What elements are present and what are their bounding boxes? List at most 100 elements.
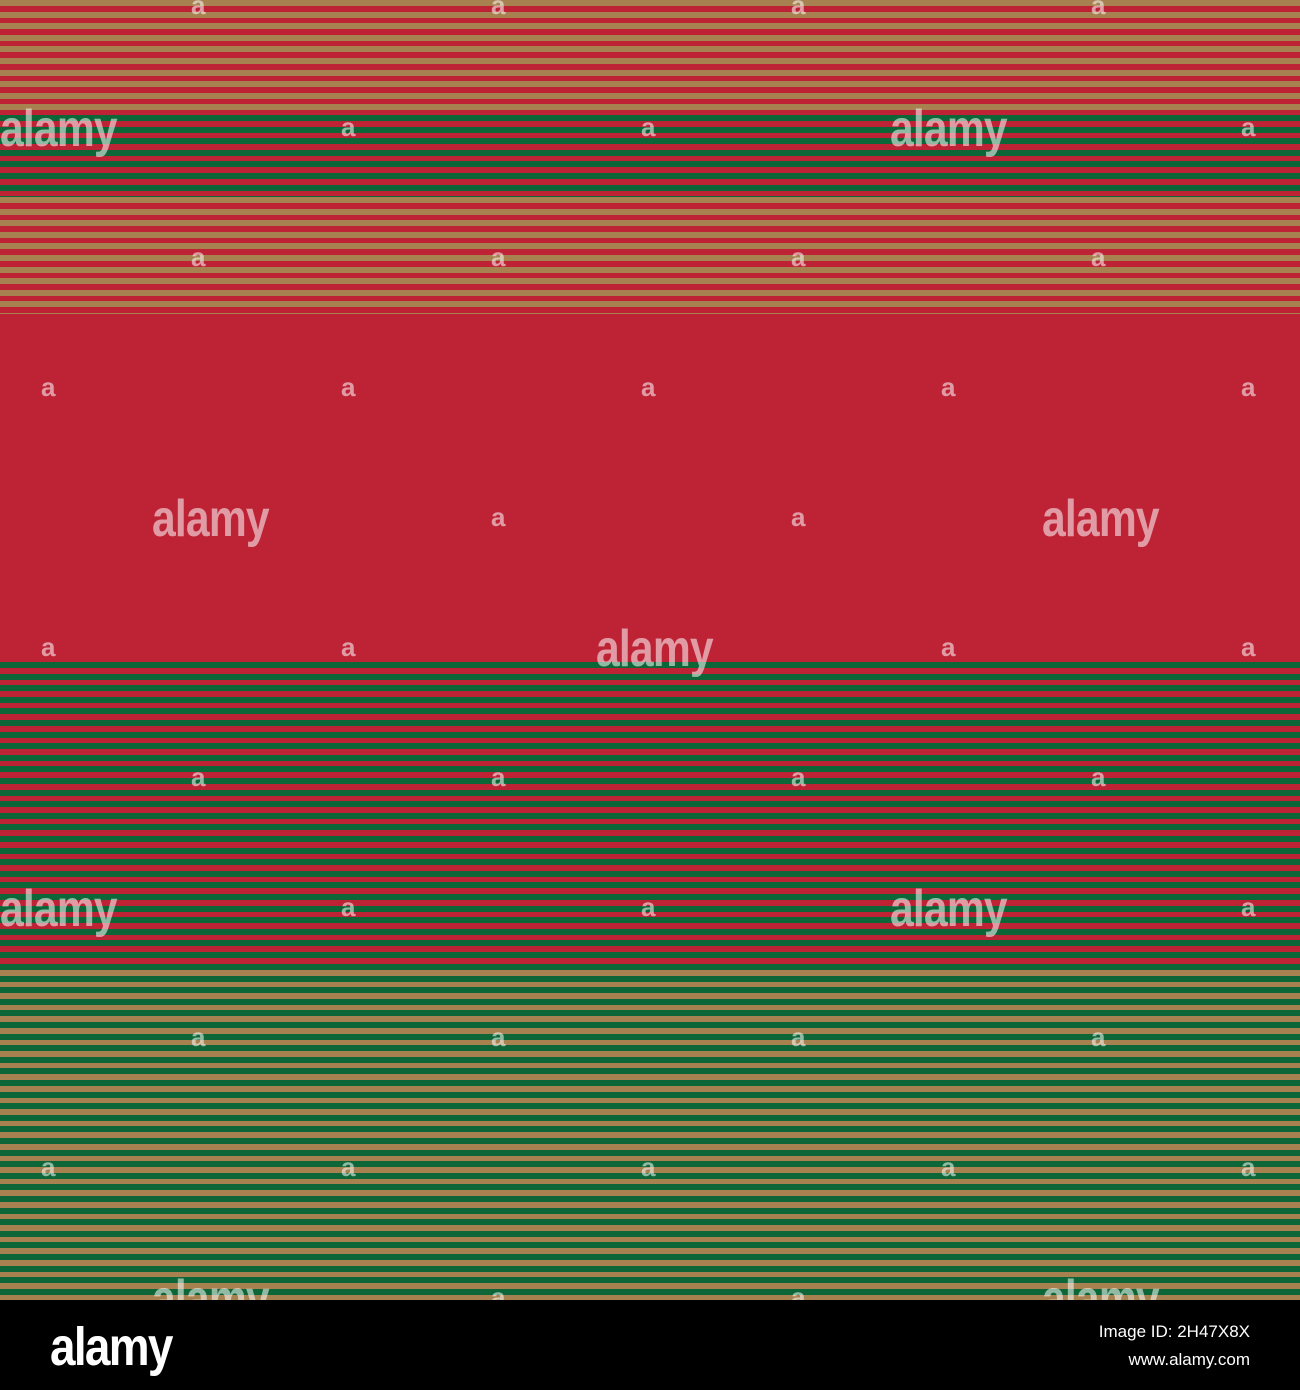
red-gold-band-middle-stripe: [0, 208, 1300, 215]
watermark-logo: alamy: [1042, 1270, 1160, 1300]
red-green-band-lower-stripe: [0, 917, 1300, 924]
red-green-band-lower-stripe: [0, 824, 1300, 831]
red-gold-band-middle-stripe: [0, 243, 1300, 250]
red-green-band-upper-stripe: [0, 149, 1300, 156]
red-gold-band-middle-stripe: [0, 255, 1300, 261]
stock-footer-bar: alamy Image ID: 2H47X8X www.alamy.com: [0, 1300, 1300, 1390]
watermark-mark: a: [191, 1022, 206, 1052]
red-green-band-lower-stripe: [0, 766, 1300, 773]
watermark-logo: alamy: [1042, 490, 1160, 548]
watermark-mark: a: [791, 502, 806, 532]
red-gold-band-top-stripe: [0, 81, 1300, 88]
watermark-mark: a: [41, 1152, 56, 1182]
gold-green-band-bottom-stripe: [0, 1207, 1300, 1214]
red-green-band-upper-stripe: [0, 115, 1300, 121]
red-gold-band-top-stripe: [0, 69, 1300, 76]
red-green-band-lower-stripe: [0, 894, 1300, 900]
watermark-mark: a: [491, 0, 506, 20]
red-gold-band-top-stripe: [0, 23, 1300, 30]
gold-green-band-bottom-stripe: [0, 1230, 1300, 1237]
watermark-mark: a: [1091, 242, 1106, 272]
watermark-mark: a: [341, 632, 356, 662]
gold-green-band-bottom-stripe: [0, 1045, 1300, 1052]
gold-green-band-bottom-stripe: [0, 1091, 1300, 1098]
watermark-mark: a: [791, 0, 806, 20]
red-green-band-lower-stripe: [0, 673, 1300, 680]
watermark-mark: a: [1241, 372, 1256, 402]
red-gold-band-top-stripe: [0, 0, 1300, 6]
watermark-mark: a: [1241, 112, 1256, 142]
watermark-mark: a: [641, 892, 656, 922]
gold-green-band-bottom-stripe: [0, 1242, 1300, 1249]
red-gold-band-middle-stripe: [0, 278, 1300, 285]
red-green-band-lower-stripe: [0, 662, 1300, 668]
watermark-mark: a: [1241, 892, 1256, 922]
gold-green-band-bottom-stripe: [0, 1196, 1300, 1202]
watermark-mark: a: [191, 242, 206, 272]
watermark-mark: a: [641, 372, 656, 402]
watermark-logo: alamy: [0, 100, 118, 158]
red-green-band-lower-stripe: [0, 847, 1300, 854]
gold-green-band-bottom-stripe: [0, 998, 1300, 1005]
red-green-band-lower-stripe: [0, 720, 1300, 726]
red-green-band-lower-stripe: [0, 905, 1300, 912]
red-green-band-upper-stripe: [0, 173, 1300, 179]
watermark-mark: a: [341, 112, 356, 142]
alamy-logo: alamy: [50, 1317, 173, 1377]
red-gold-band-top-stripe: [0, 46, 1300, 53]
red-green-band-lower-stripe: [0, 882, 1300, 889]
gold-green-band-bottom-stripe: [0, 1126, 1300, 1133]
red-gold-band-middle: [0, 197, 1300, 314]
red-green-band-lower-stripe: [0, 801, 1300, 808]
red-green-band-lower-stripe: [0, 859, 1300, 866]
red-green-band-upper-stripe: [0, 196, 1300, 197]
watermark-mark: a: [791, 1282, 806, 1300]
watermark-logo: alamy: [890, 880, 1008, 938]
red-green-band-lower-stripe: [0, 836, 1300, 842]
watermark-mark: a: [491, 502, 506, 532]
gold-green-band-bottom-stripe: [0, 1033, 1300, 1040]
site-url-label: www.alamy.com: [1128, 1350, 1250, 1369]
watermark-mark: a: [41, 632, 56, 662]
watermark-mark: a: [941, 372, 956, 402]
watermark-mark: a: [191, 762, 206, 792]
watermark-mark: a: [1091, 1022, 1106, 1052]
gold-green-band-bottom-stripe: [0, 1103, 1300, 1110]
image-id-label: Image ID: 2H47X8X: [1098, 1322, 1250, 1341]
red-green-band-lower: [0, 662, 1300, 964]
red-green-band-upper-stripe: [0, 161, 1300, 168]
gold-green-band-bottom-stripe: [0, 1161, 1300, 1168]
red-green-band-upper: [0, 115, 1300, 197]
red-green-band-lower-stripe: [0, 940, 1300, 947]
red-green-band-lower-stripe: [0, 696, 1300, 703]
watermark-mark: a: [941, 632, 956, 662]
red-green-band-lower-stripe: [0, 731, 1300, 738]
red-gold-band-middle-stripe: [0, 289, 1300, 296]
solid-red-band: [0, 314, 1300, 662]
red-green-band-upper-stripe: [0, 184, 1300, 191]
red-green-band-upper-stripe: [0, 138, 1300, 145]
red-green-band-lower-stripe: [0, 952, 1300, 958]
watermark-mark: a: [1091, 0, 1106, 20]
watermark-mark: a: [341, 372, 356, 402]
gold-green-band-bottom-stripe: [0, 1265, 1300, 1272]
red-green-band-lower-stripe: [0, 789, 1300, 796]
red-gold-band-middle-stripe: [0, 301, 1300, 308]
watermark-mark: a: [1241, 1152, 1256, 1182]
watermark-mark: a: [1241, 632, 1256, 662]
gold-green-band-bottom-stripe: [0, 1277, 1300, 1284]
gold-green-band-bottom: [0, 964, 1300, 1300]
watermark-logo: alamy: [152, 490, 270, 548]
red-gold-band-top-stripe: [0, 92, 1300, 99]
gold-green-band-bottom-stripe: [0, 1138, 1300, 1144]
red-gold-band-top-stripe: [0, 11, 1300, 18]
gold-green-band-bottom-stripe: [0, 1172, 1300, 1179]
watermark-mark: a: [341, 892, 356, 922]
gold-green-band-bottom-stripe: [0, 975, 1300, 982]
red-green-band-upper-stripe: [0, 126, 1300, 133]
red-green-band-lower-stripe: [0, 754, 1300, 761]
watermark-mark: a: [491, 762, 506, 792]
red-green-band-lower-stripe: [0, 812, 1300, 819]
red-gold-band-top-stripe: [0, 34, 1300, 41]
gold-green-band-bottom-stripe: [0, 1184, 1300, 1191]
